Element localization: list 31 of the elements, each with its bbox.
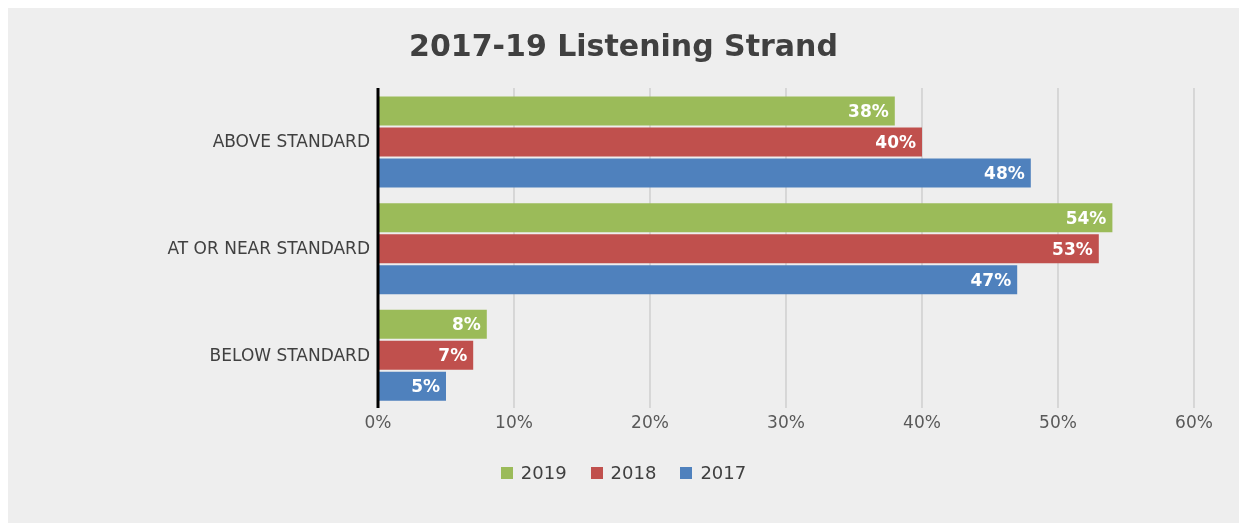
bar	[378, 96, 895, 126]
x-tick-label: 0%	[364, 412, 392, 433]
bar	[378, 234, 1099, 264]
bar	[378, 265, 1018, 295]
bar	[378, 309, 487, 339]
bar	[378, 340, 474, 370]
data-label: 47%	[970, 269, 1012, 290]
y-tick-label: BELOW STANDARD	[209, 344, 370, 365]
legend-label: 2019	[519, 462, 567, 483]
data-label: 53%	[1052, 238, 1093, 259]
y-tick-label: ABOVE STANDARD	[212, 131, 370, 152]
data-label: 5%	[411, 376, 440, 397]
data-label: 48%	[984, 163, 1025, 184]
legend-label: 2018	[609, 462, 657, 483]
bar	[378, 203, 1113, 233]
data-label: 7%	[438, 345, 468, 366]
x-tick-label: 50%	[1039, 412, 1077, 433]
y-tick-label: AT OR NEAR STANDARD	[167, 238, 370, 259]
chart-title: 2017-19 Listening Strand	[408, 27, 839, 65]
x-tick-label: 40%	[903, 412, 941, 433]
data-label: 38%	[848, 101, 889, 122]
data-label: 40%	[875, 132, 916, 153]
data-label: 54%	[1065, 207, 1107, 228]
x-tick-label: 10%	[495, 412, 533, 433]
bar	[378, 158, 1031, 188]
data-label: 8%	[451, 314, 481, 335]
x-tick-label: 30%	[767, 412, 805, 433]
bar	[378, 127, 922, 157]
legend-label: 2017	[699, 462, 747, 483]
x-tick-label: 20%	[631, 412, 669, 433]
x-tick-label: 60%	[1175, 412, 1213, 433]
